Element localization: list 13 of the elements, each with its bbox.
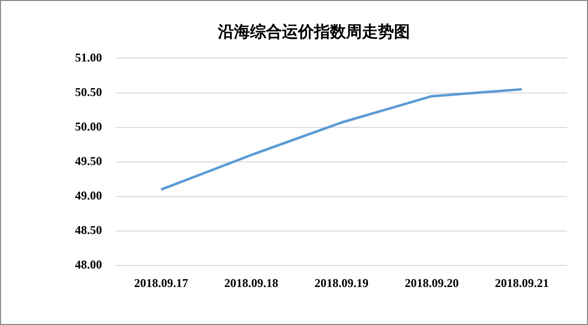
- y-tick-label: 49.50: [75, 154, 102, 168]
- y-tick-label: 48.00: [75, 258, 102, 272]
- y-tick-label: 50.50: [75, 84, 102, 99]
- x-tick-label: 2018.09.21: [494, 276, 549, 290]
- chart-title: 沿海综合运价指数周走势图: [217, 22, 410, 41]
- y-tick-label: 51.00: [75, 50, 102, 64]
- y-tick-label: 49.00: [75, 188, 102, 203]
- y-tick-label: 48.50: [75, 223, 102, 238]
- x-tick-label: 2018.09.20: [404, 276, 459, 290]
- y-tick-label: 50.00: [75, 119, 102, 134]
- x-tick-label: 2018.09.17: [134, 276, 188, 290]
- x-tick-label: 2018.09.18: [224, 276, 278, 290]
- x-tick-label: 2018.09.19: [314, 276, 368, 290]
